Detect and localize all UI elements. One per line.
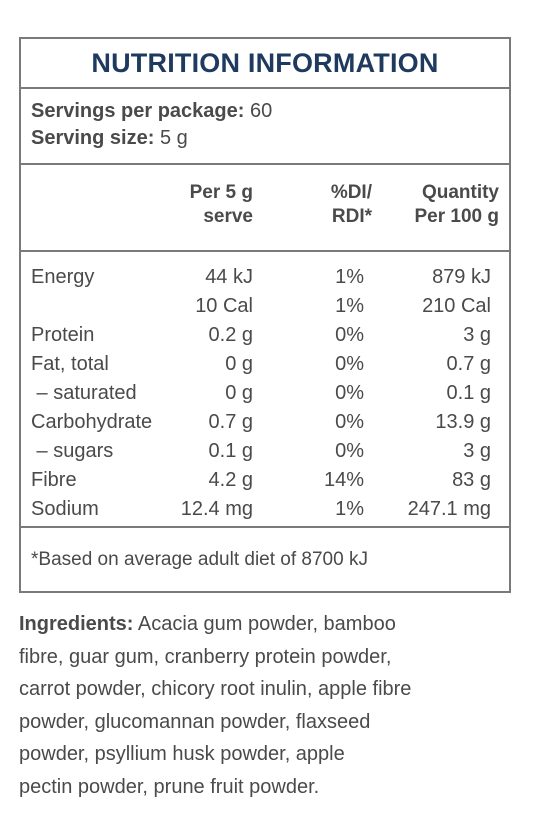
row-per-100g: 0.1 g — [446, 382, 491, 404]
table-row: Fibre 4.2 g 14% 83 g — [21, 466, 509, 495]
table-row: Sodium 12.4 mg 1% 247.1 mg — [21, 495, 509, 524]
header-per-serve: Per 5 g serve — [190, 181, 253, 229]
row-di: 0% — [335, 324, 364, 346]
row-per-serve: 12.4 mg — [180, 498, 253, 520]
row-per-serve: 44 kJ — [205, 266, 253, 288]
header-di-line1: %DI/ — [330, 182, 372, 203]
header-di: %DI/ RDI* — [331, 181, 372, 229]
ingredients-line: powder, psyllium husk powder, apple — [19, 743, 345, 765]
ingredients-line: pectin powder, prune fruit powder. — [19, 775, 320, 798]
serving-size-value: 5 g — [159, 127, 188, 149]
table-row: – saturated 0 g 0% 0.1 g — [21, 379, 509, 408]
nutrient-rows: Energy 44 kJ 1% 879 kJ 10 Cal 1% 210 Cal… — [21, 252, 509, 528]
row-label: Fibre — [31, 469, 77, 491]
row-per-100g: 83 g — [452, 469, 491, 491]
ingredients-label: Ingredients: — [19, 613, 134, 635]
row-label: Protein — [31, 324, 95, 346]
row-label: – sugars — [31, 440, 114, 462]
servings-per-package-value: 60 — [250, 100, 273, 122]
table-row: Carbohydrate 0.7 g 0% 13.9 g — [21, 408, 509, 437]
panel-title: NUTRITION INFORMATION — [21, 39, 509, 89]
row-per-serve: 0.7 g — [208, 411, 253, 433]
row-di: 1% — [335, 498, 364, 520]
header-per-serve-line2: serve — [203, 206, 253, 227]
row-label: Energy — [31, 266, 95, 288]
table-row: Protein 0.2 g 0% 3 g — [21, 321, 509, 350]
row-per-serve: 0.2 g — [208, 324, 253, 346]
row-per-100g: 13.9 g — [435, 411, 491, 433]
nutrition-panel: NUTRITION INFORMATION Servings per packa… — [19, 37, 511, 593]
row-per-serve: 0.1 g — [208, 440, 253, 462]
row-di: 0% — [335, 382, 364, 404]
servings-per-package-label: Servings per package: — [31, 100, 245, 122]
header-qty-line2: Per 100 g — [414, 206, 500, 227]
row-per-100g: 0.7 g — [446, 353, 491, 375]
row-di: 1% — [335, 295, 364, 317]
servings-section: Servings per package: 60 Serving size: 5… — [21, 89, 509, 165]
ingredients-section: Ingredients: Acacia gum powder, bamboo f… — [19, 608, 519, 803]
header-di-line2: RDI* — [331, 206, 372, 227]
row-per-serve: 4.2 g — [208, 469, 253, 491]
row-label: Carbohydrate — [31, 411, 153, 433]
row-per-serve: 0 g — [225, 353, 253, 375]
table-row: – sugars 0.1 g 0% 3 g — [21, 437, 509, 466]
table-row: Fat, total 0 g 0% 0.7 g — [21, 350, 509, 379]
row-di: 1% — [335, 266, 364, 288]
column-headers: Per 5 g serve %DI/ RDI* Quantity Per 100… — [21, 165, 509, 252]
header-per-serve-line1: Per 5 g — [189, 182, 253, 203]
row-per-100g: 210 Cal — [422, 295, 491, 317]
row-per-100g: 879 kJ — [432, 266, 491, 288]
table-row: 10 Cal 1% 210 Cal — [21, 292, 509, 321]
row-per-100g: 3 g — [463, 440, 491, 462]
row-per-100g: 247.1 mg — [407, 498, 491, 520]
ingredients-line: powder, glucomannan powder, flaxseed — [19, 710, 371, 733]
row-di: 0% — [335, 440, 364, 462]
row-di: 0% — [335, 411, 364, 433]
footnote: *Based on average adult diet of 8700 kJ — [31, 548, 368, 570]
row-per-serve: 0 g — [225, 382, 253, 404]
serving-size: Serving size: 5 g — [31, 125, 509, 152]
header-qty: Quantity Per 100 g — [415, 181, 500, 229]
row-label: Fat, total — [31, 353, 109, 375]
row-per-serve: 10 Cal — [195, 295, 253, 317]
serving-size-label: Serving size: — [31, 127, 155, 149]
ingredients-line: Ingredients: Acacia gum powder, bamboo — [19, 608, 519, 641]
ingredients-line: carrot powder, chicory root inulin, appl… — [19, 678, 412, 700]
header-qty-line1: Quantity — [421, 182, 499, 203]
table-row: Energy 44 kJ 1% 879 kJ — [21, 263, 509, 292]
row-di: 14% — [323, 469, 364, 491]
ingredients-line: fibre, guar gum, cranberry protein powde… — [19, 645, 392, 668]
ingredients-text: Acacia gum powder, bamboo — [133, 613, 396, 635]
row-di: 0% — [335, 353, 364, 375]
row-label: – saturated — [31, 382, 137, 404]
servings-per-package: Servings per package: 60 — [31, 98, 509, 125]
row-per-100g: 3 g — [463, 324, 491, 346]
row-label: Sodium — [31, 498, 99, 520]
